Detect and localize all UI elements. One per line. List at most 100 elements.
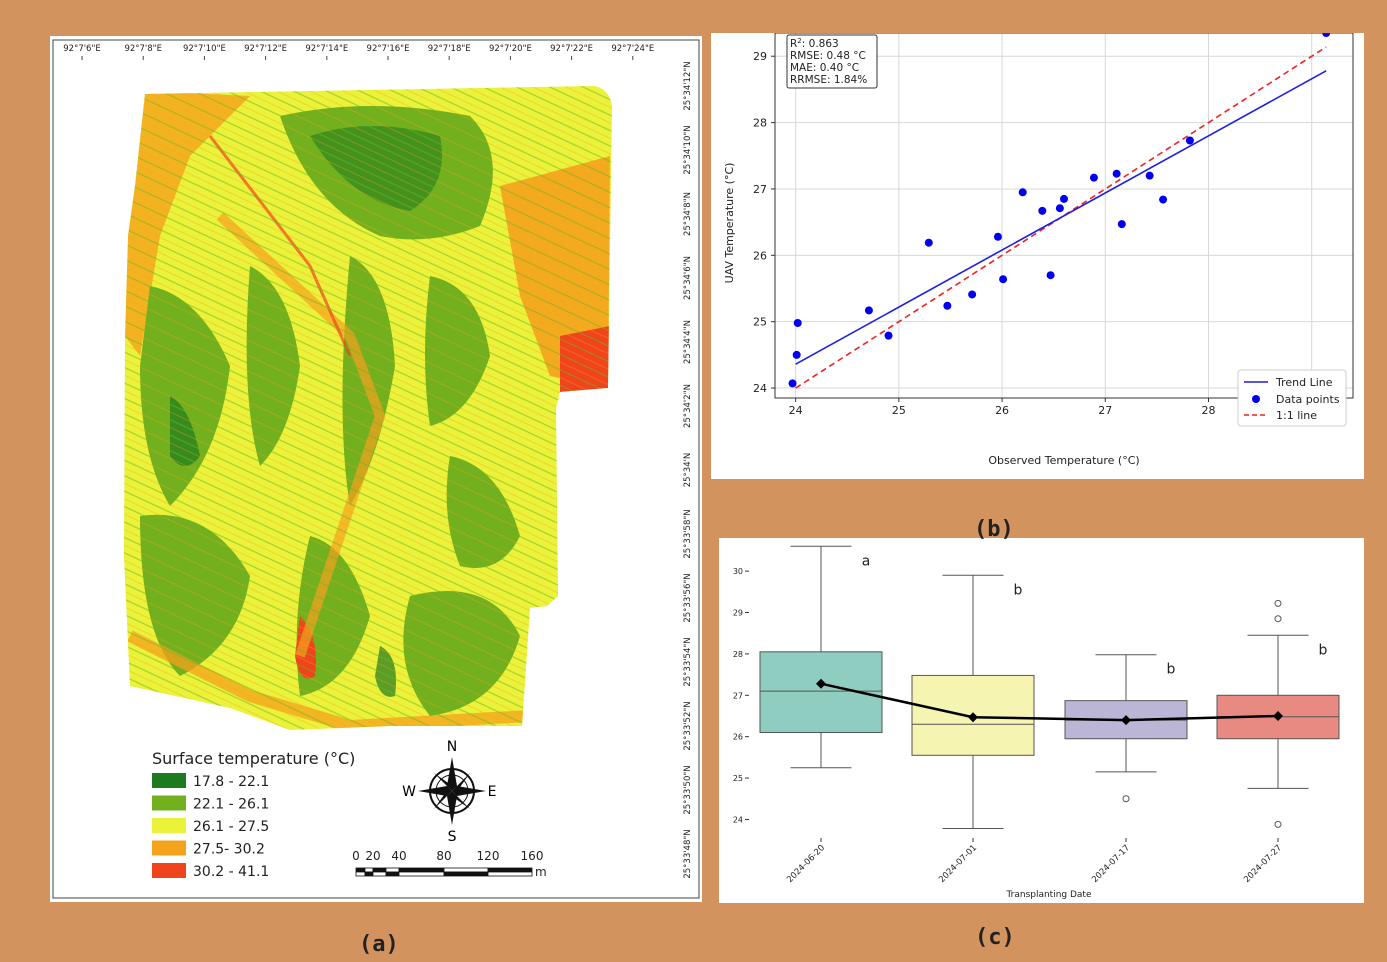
scale-segment (443, 867, 489, 873)
x-tick-label: 24 (789, 404, 803, 417)
y-tick-label: 26 (733, 733, 743, 742)
scale-label: 160 (521, 849, 544, 863)
outlier-point (1274, 599, 1282, 607)
y-tick-label: 26 (753, 249, 767, 262)
data-point (1185, 136, 1194, 145)
lat-tick-label: 25°34'12"N (683, 61, 693, 110)
data-point (1145, 171, 1154, 180)
lon-tick-label: 92°7'6"E (63, 44, 101, 54)
x-tick-label: 27 (1098, 404, 1112, 417)
data-point (993, 232, 1002, 241)
stat-rrmse: RRMSE: 1.84% (790, 74, 867, 86)
longitude-tick-labels: 92°7'6"E 92°7'8"E 92°7'10"E 92°7'12"E 92°7'1… (63, 44, 654, 60)
y-tick-label: 24 (733, 815, 743, 824)
scale-segment (372, 867, 387, 873)
thermal-map: 92°7'6"E 92°7'8"E 92°7'10"E 92°7'12"E 92°7'1… (52, 39, 700, 899)
scale-label: 0 (352, 849, 360, 863)
mean-marker (1121, 715, 1131, 726)
y-tick-label: 24 (753, 382, 767, 395)
compass-south: S (448, 829, 457, 845)
map-frame (52, 39, 700, 899)
lon-tick-label: 92°7'12"E (244, 44, 287, 54)
compass-west: W (402, 784, 416, 800)
data-point (999, 275, 1008, 284)
stats-box: R2: 0.863 RMSE: 0.48 °C MAE: 0.40 °C RRM… (786, 34, 878, 89)
scale-segment (385, 867, 400, 873)
y-tick-label: 28 (733, 650, 743, 659)
x-tick-label: 26 (995, 404, 1009, 417)
outlier-point (1274, 615, 1282, 623)
lon-tick-label: 92°7'10"E (183, 44, 226, 54)
y-tick-label: 29 (733, 609, 743, 618)
x-tick-label: 2024-07-17 (1090, 843, 1132, 885)
legend-swatch (152, 840, 186, 856)
caption-b: (b) (974, 517, 1014, 542)
compass-rose-icon: N S E W (402, 739, 496, 845)
mean-line (820, 682, 1279, 722)
legend-data-points: Data points (1276, 393, 1340, 406)
thermal-map-panel: 92°7'6"E 92°7'8"E 92°7'10"E 92°7'12"E 92°7'1… (50, 36, 702, 902)
stat-rmse: RMSE: 0.48 °C (790, 50, 866, 62)
trend-line (795, 70, 1327, 365)
x-tick-label: 28 (1202, 404, 1216, 417)
y-tick-label: 29 (753, 50, 767, 63)
box-plot-panel: 24 25 26 27 28 29 30 a b b b 2024-06-20 2024-07-01… (719, 538, 1364, 903)
legend-swatch (152, 818, 186, 833)
legend-label: 22.1 - 26.1 (193, 797, 269, 813)
x-tick-label: 2024-07-27 (1242, 843, 1284, 885)
legend-swatch (152, 795, 186, 811)
lon-tick-label: 92°7'22"E (550, 44, 593, 54)
data-point (1046, 271, 1055, 280)
scale-segment (364, 871, 374, 877)
data-point (1060, 194, 1068, 203)
y-tick-label: 25 (753, 316, 767, 329)
y-tick-label: 28 (753, 117, 767, 130)
data-point (884, 331, 893, 340)
lat-tick-label: 25°34'4"N (683, 320, 693, 364)
outlier-point (1274, 820, 1282, 828)
y-tick-label: 27 (733, 691, 743, 700)
legend-label: 17.8 - 22.1 (193, 774, 269, 790)
y-tick-label: 25 (733, 774, 743, 783)
legend-swatch (152, 863, 186, 878)
x-axis-label: Transplanting Date (1005, 890, 1091, 900)
significance-letter: a (862, 553, 871, 569)
mean-marker (816, 678, 826, 689)
scale-segment (398, 871, 445, 877)
compass-east: E (488, 784, 497, 800)
scale-label: 120 (477, 849, 500, 863)
legend-swatch (152, 773, 186, 788)
data-point (1117, 220, 1126, 229)
caption-a: (a) (359, 932, 399, 957)
data-point (968, 290, 977, 299)
lon-tick-label: 92°7'20"E (489, 44, 532, 54)
legend-label: 27.5- 30.2 (193, 842, 265, 858)
legend-identity-line: 1:1 line (1276, 409, 1317, 422)
scale-segment (443, 871, 489, 877)
scale-label: 80 (436, 849, 451, 863)
y-tick-label: 27 (753, 183, 767, 196)
data-point (1322, 29, 1331, 37)
data-point (924, 238, 933, 247)
transplanting-date-box-plot: 24 25 26 27 28 29 30 a b b b 2024-06-20 2024-07-01… (733, 545, 1340, 900)
stat-mae: MAE: 0.40 °C (790, 62, 859, 74)
data-point (793, 319, 802, 328)
legend-title: Surface temperature (°C) (152, 749, 355, 768)
data-point (1038, 206, 1047, 215)
data-point (788, 379, 797, 388)
scale-bar: 0 20 40 80 120 160 m (352, 849, 547, 879)
scale-segment (355, 867, 366, 873)
scale-segment (355, 871, 366, 877)
legend-label: 30.2 - 41.1 (193, 864, 269, 880)
data-point (792, 350, 801, 359)
scale-segment (487, 871, 533, 877)
plot-area-frame (774, 32, 1354, 399)
lat-tick-label: 25°34'6"N (683, 256, 693, 300)
data-point (943, 301, 952, 310)
compass-north: N (447, 739, 457, 755)
scale-segment (364, 867, 374, 873)
scale-unit: m (535, 865, 547, 879)
significance-letter: b (1014, 582, 1023, 598)
